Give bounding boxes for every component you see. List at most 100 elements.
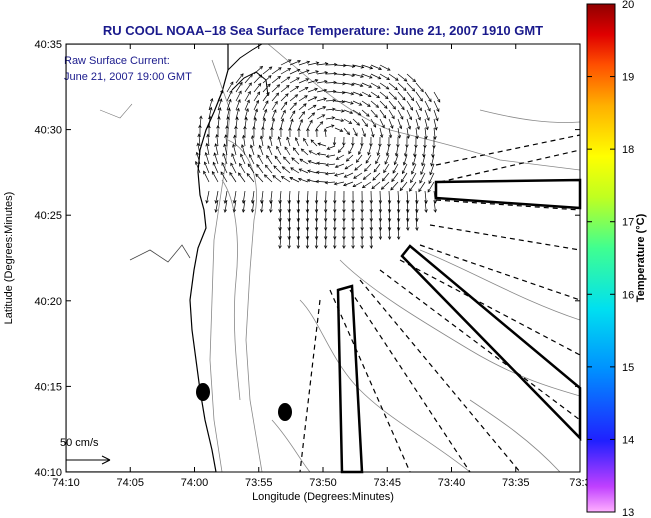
current-vector-head bbox=[342, 142, 346, 147]
current-vector-head bbox=[240, 73, 244, 77]
current-vector-head bbox=[359, 93, 364, 97]
current-vector bbox=[267, 145, 273, 156]
current-vector-head bbox=[292, 110, 296, 114]
current-vector bbox=[195, 161, 201, 174]
current-vector-head bbox=[273, 165, 277, 169]
current-vector bbox=[433, 127, 436, 140]
current-vector bbox=[253, 108, 258, 120]
current-vector-head bbox=[351, 73, 356, 78]
current-vector bbox=[415, 190, 418, 204]
current-vector-head bbox=[198, 124, 202, 128]
current-vector-head bbox=[342, 81, 346, 86]
current-vector bbox=[379, 73, 390, 80]
current-vector-head bbox=[387, 218, 392, 222]
current-vector-head bbox=[298, 168, 303, 172]
current-vector-head bbox=[274, 155, 278, 160]
current-vector-head bbox=[285, 93, 289, 97]
current-vector bbox=[289, 69, 300, 75]
colorbar-tick-label: 18 bbox=[622, 144, 634, 156]
current-vector bbox=[280, 85, 290, 93]
current-vector-head bbox=[362, 176, 367, 180]
current-vector-head bbox=[305, 78, 310, 82]
current-vector bbox=[427, 181, 435, 193]
x-axis-ticks: 74:10 74:05 74:00 73:55 73:50 73:45 73:40 73:35… bbox=[52, 44, 591, 489]
current-vector-head bbox=[357, 151, 362, 156]
current-vector-head bbox=[378, 200, 383, 204]
current-vector bbox=[280, 68, 291, 75]
current-vector bbox=[424, 100, 431, 112]
current-vector bbox=[388, 217, 391, 231]
current-vector-head bbox=[282, 109, 286, 114]
current-vector-head bbox=[401, 170, 406, 175]
temperature-colorbar bbox=[586, 3, 616, 513]
current-vector bbox=[433, 118, 437, 130]
current-vector-head bbox=[250, 135, 255, 139]
current-vector-head bbox=[342, 72, 347, 77]
y-tick-label: 40:30 bbox=[34, 125, 62, 137]
current-vector bbox=[316, 98, 327, 102]
current-vector-head bbox=[374, 114, 378, 118]
current-vector bbox=[273, 165, 282, 174]
current-vector-head bbox=[387, 227, 392, 231]
current-vector-head bbox=[397, 134, 402, 139]
current-vector-head bbox=[214, 200, 218, 204]
current-vector-head bbox=[388, 134, 393, 139]
current-vector bbox=[262, 92, 270, 102]
current-vector bbox=[406, 82, 415, 92]
current-vector-head bbox=[392, 170, 396, 174]
current-vector bbox=[432, 145, 435, 158]
current-vector-head bbox=[297, 127, 301, 131]
current-vector bbox=[370, 127, 374, 137]
current-vector-head bbox=[391, 178, 395, 183]
current-vector-head bbox=[280, 175, 285, 180]
current-vector bbox=[215, 199, 219, 213]
current-vector-head bbox=[267, 83, 271, 88]
current-vector-head bbox=[289, 177, 294, 181]
current-vector bbox=[206, 143, 210, 156]
current-vector-head bbox=[427, 107, 431, 112]
current-vector bbox=[242, 190, 246, 204]
current-vector bbox=[289, 94, 298, 102]
current-vector-head bbox=[307, 160, 312, 164]
current-vector bbox=[406, 73, 416, 82]
current-vector bbox=[225, 134, 228, 147]
current-vector-head bbox=[378, 227, 383, 231]
current-vector-head bbox=[408, 116, 413, 121]
current-vector bbox=[433, 91, 441, 103]
current-vector bbox=[365, 154, 372, 164]
current-vector bbox=[244, 117, 247, 129]
current-vector bbox=[232, 144, 237, 156]
current-vector-head bbox=[215, 133, 219, 138]
current-vector bbox=[307, 170, 318, 174]
current-vector bbox=[379, 226, 381, 240]
current-vector-head bbox=[254, 108, 259, 113]
current-vector-head bbox=[220, 171, 224, 176]
current-vector bbox=[334, 73, 346, 75]
current-vector-head bbox=[350, 91, 355, 96]
current-vector bbox=[361, 109, 370, 117]
current-vector bbox=[370, 64, 382, 70]
current-vector-head bbox=[308, 150, 313, 154]
current-vector bbox=[316, 217, 318, 231]
current-vector-head bbox=[382, 114, 387, 119]
current-vector bbox=[375, 154, 381, 164]
current-vector bbox=[279, 235, 282, 249]
current-vector-head bbox=[268, 66, 273, 70]
current-vector bbox=[348, 145, 354, 154]
current-vector-head bbox=[383, 169, 387, 174]
inland-feature bbox=[129, 244, 191, 263]
current-vector bbox=[279, 190, 282, 204]
current-vector bbox=[306, 199, 309, 213]
current-vector bbox=[415, 199, 418, 213]
x-tick-label: 73:55 bbox=[245, 477, 273, 489]
current-vector bbox=[343, 118, 352, 124]
current-vector-head bbox=[402, 161, 407, 166]
current-vector bbox=[356, 154, 363, 163]
current-vector bbox=[301, 148, 309, 156]
current-vector bbox=[260, 136, 264, 147]
current-vector bbox=[289, 110, 296, 120]
current-vector bbox=[271, 92, 279, 102]
current-vector-head bbox=[291, 157, 295, 161]
map-title: RU COOL NOAA–18 Sea Surface Temperature:… bbox=[103, 23, 543, 38]
current-vector-head bbox=[385, 152, 390, 157]
